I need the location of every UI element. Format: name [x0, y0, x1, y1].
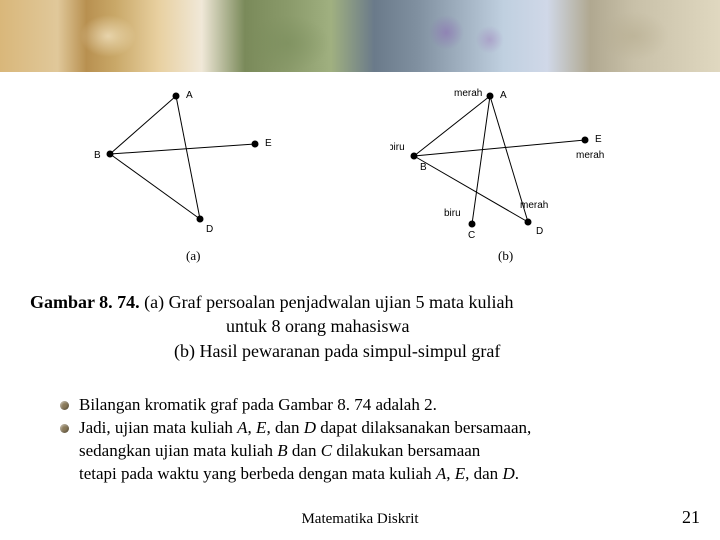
svg-text:biru: biru	[444, 208, 461, 219]
svg-text:merah: merah	[454, 88, 482, 99]
svg-text:merah: merah	[576, 150, 604, 161]
svg-text:(b): (b)	[498, 248, 513, 263]
svg-text:E: E	[595, 134, 602, 145]
svg-text:D: D	[536, 226, 543, 237]
bullet-1: Bilangan kromatik graf pada Gambar 8. 74…	[60, 394, 680, 417]
bullet-list: Bilangan kromatik graf pada Gambar 8. 74…	[60, 394, 680, 486]
svg-text:D: D	[206, 224, 213, 235]
figure-caption: Gambar 8. 74. (a) Graf persoalan penjadw…	[30, 290, 690, 363]
page-number: 21	[682, 507, 700, 528]
bullet-2-text: Jadi, ujian mata kuliah A, E, dan D dapa…	[79, 417, 680, 486]
bullet-1-text: Bilangan kromatik graf pada Gambar 8. 74…	[79, 394, 680, 417]
svg-text:A: A	[186, 90, 193, 101]
caption-label: Gambar 8. 74.	[30, 292, 140, 312]
bullet-2: Jadi, ujian mata kuliah A, E, dan D dapa…	[60, 417, 680, 486]
caption-line1: (a) Graf persoalan penjadwalan ujian 5 m…	[144, 292, 513, 312]
svg-text:(a): (a)	[186, 248, 200, 263]
svg-text:C: C	[468, 230, 475, 241]
svg-text:biru: biru	[390, 142, 405, 153]
bullet-icon	[60, 424, 69, 433]
svg-text:A: A	[500, 90, 507, 101]
graph-b: Amerah Bbiru Emerah Cbiru Dmerah (b)	[390, 84, 630, 274]
svg-text:B: B	[94, 150, 101, 161]
figure-area: A B E D (a) Amerah Bbiru Emerah Cbiru Dmerah (b)	[90, 84, 650, 274]
decorative-banner	[0, 0, 720, 72]
caption-line3: (b) Hasil pewaranan pada simpul-simpul g…	[174, 341, 500, 361]
svg-text:merah: merah	[520, 200, 548, 211]
footer-title: Matematika Diskrit	[0, 511, 720, 528]
svg-text:E: E	[265, 138, 272, 149]
caption-line2: untuk 8 orang mahasiswa	[226, 316, 409, 336]
svg-text:B: B	[420, 162, 427, 173]
bullet-icon	[60, 401, 69, 410]
graph-a: A B E D (a)	[90, 84, 310, 274]
